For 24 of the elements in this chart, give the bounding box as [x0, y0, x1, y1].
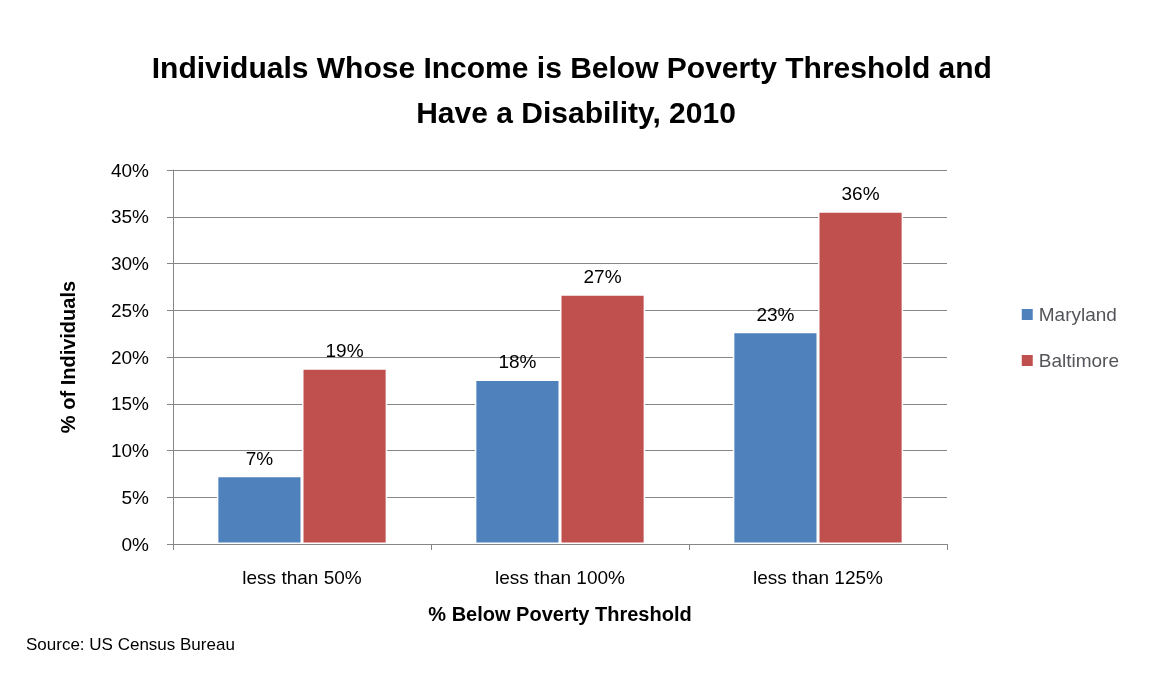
data-label: 23% [756, 303, 795, 325]
y-tick-label: 0% [121, 533, 150, 555]
x-tick-label: less than 100% [495, 567, 626, 588]
source-note: Source: US Census Bureau [26, 635, 235, 654]
y-tick-label: 15% [110, 393, 150, 415]
y-tick-label: 25% [110, 299, 150, 321]
chart-title: Individuals Whose Income is Below Poverty Threshold and Have a Disability, 2010 [151, 51, 1001, 129]
data-label: 7% [245, 447, 274, 469]
y-tick-label: 20% [110, 346, 150, 368]
legend-label: Baltimore [1038, 350, 1119, 371]
y-tick-label: 40% [110, 159, 150, 181]
legend-label: Maryland [1038, 304, 1117, 325]
x-tick-label: less than 50% [242, 567, 362, 588]
data-label: 18% [498, 351, 537, 373]
y-tick-label: 10% [110, 440, 150, 461]
y-axis-title: % of Individuals [57, 280, 79, 434]
y-tick-label: 35% [110, 206, 150, 228]
data-label: 36% [841, 183, 880, 205]
x-tick-label: less than 125% [753, 567, 884, 588]
y-tick-label: 30% [110, 253, 150, 274]
data-label: 19% [325, 340, 364, 362]
data-label: 27% [583, 266, 622, 288]
x-axis-title: % Below Poverty Threshold [428, 603, 692, 625]
y-tick-label: 5% [121, 486, 150, 508]
